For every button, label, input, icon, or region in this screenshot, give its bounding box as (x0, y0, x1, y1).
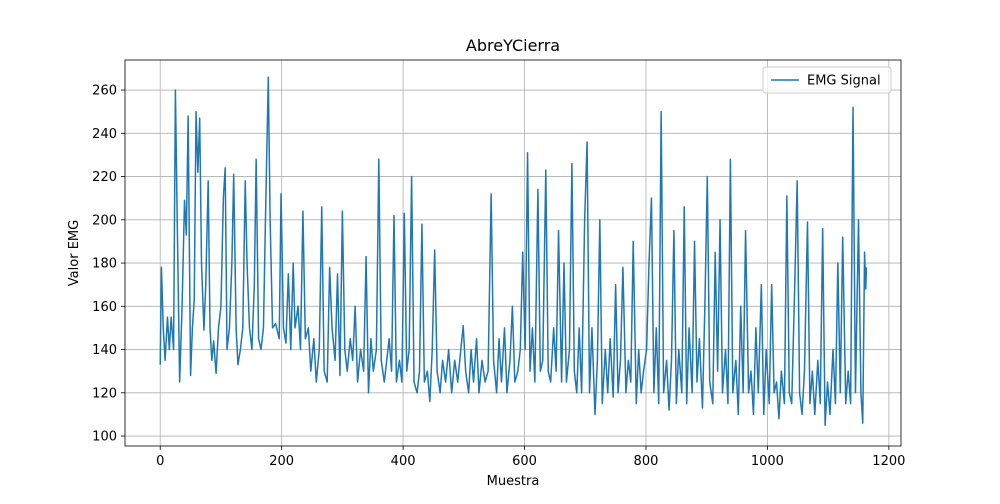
x-tick-label: 200 (269, 454, 294, 469)
y-tick-label: 200 (92, 213, 117, 228)
plot-frame (124, 59, 902, 447)
y-tick-label: 140 (92, 343, 117, 358)
legend-box (762, 66, 892, 94)
legend-label: EMG Signal (807, 74, 881, 89)
y-tick-label: 220 (92, 170, 117, 185)
x-tick-label: 0 (156, 454, 164, 469)
y-axis-label: Valor EMG (67, 220, 82, 286)
chart-title: AbreYCierra (466, 36, 560, 55)
legend: EMG Signal (762, 66, 892, 94)
y-tick-label: 100 (92, 430, 117, 445)
x-tick-label: 1200 (872, 454, 905, 469)
x-tick-label: 400 (391, 454, 416, 469)
x-tick-label: 600 (512, 454, 537, 469)
x-tick-label: 800 (634, 454, 659, 469)
x-axis-label: Muestra (487, 474, 540, 489)
x-tick-label: 1000 (751, 454, 784, 469)
y-tick-label: 260 (92, 84, 117, 99)
y-tick-label: 180 (92, 257, 117, 272)
line-series (159, 76, 868, 426)
y-tick-label: 120 (92, 386, 117, 401)
y-tick-label: 240 (92, 127, 117, 142)
y-tick-label: 160 (92, 300, 117, 315)
